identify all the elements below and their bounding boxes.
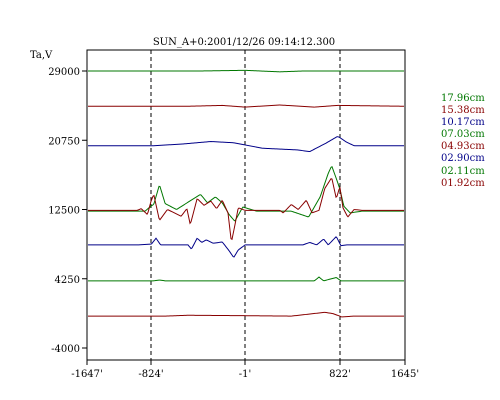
y-tick-label: -4000: [51, 344, 80, 355]
legend: 17.96cm 15.38cm 10.17cm 07.03cm 04.93cm 02.90…: [441, 93, 485, 190]
legend-item: 02.90cm: [441, 153, 485, 165]
legend-item: 07.03cm: [441, 129, 485, 141]
x-tick-label: -824': [138, 369, 163, 380]
y-axis-label: Ta,V: [30, 50, 53, 61]
x-tick-label: -1': [239, 369, 252, 380]
series-line: [88, 276, 404, 282]
legend-item: 01.92cm: [441, 177, 485, 189]
y-tick-label: 4250: [55, 275, 80, 286]
series-line: [88, 236, 404, 258]
series-line: [88, 136, 404, 152]
series-line: [88, 311, 404, 318]
chart-title: SUN_A+0:2001/12/26 09:14:12.300: [153, 37, 335, 48]
legend-item: 04.93cm: [441, 141, 485, 153]
x-tick-label: -1647': [71, 369, 103, 380]
grid-lines: [150, 50, 341, 360]
x-tick-label: 1645': [391, 369, 419, 380]
series-line: [88, 104, 405, 108]
y-axis-ticks: 29000 20750 12500 4250 -4000: [48, 67, 87, 355]
series-line: [88, 165, 404, 222]
legend-item: 10.17cm: [441, 117, 485, 129]
series-group: [88, 69, 405, 318]
x-axis-ticks: -1647' -824' -1' 822' 1645': [71, 360, 419, 380]
y-tick-label: 12500: [48, 206, 80, 217]
plot-frame: [86, 49, 406, 361]
y-tick-label: 20750: [48, 136, 80, 147]
series-line: [88, 178, 404, 241]
legend-item: 15.38cm: [441, 105, 485, 117]
legend-item: 02.11cm: [441, 165, 485, 177]
x-tick-label: 822': [329, 369, 351, 380]
series-line: [88, 69, 404, 73]
legend-item: 17.96cm: [441, 93, 485, 104]
y-tick-label: 29000: [48, 67, 80, 78]
